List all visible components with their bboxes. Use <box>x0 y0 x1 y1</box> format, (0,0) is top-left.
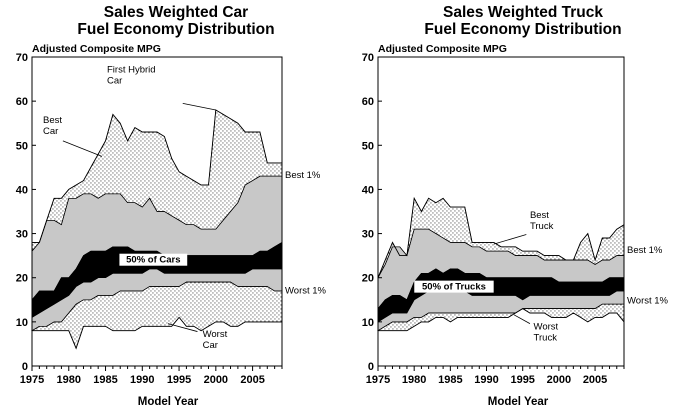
series-line-worst <box>32 316 282 350</box>
chart-panel-car: 0 10 20 30 40 50 60 70 1975 1980 1985 1990 1995 2000 2… <box>16 4 327 408</box>
y-tick-label: 50 <box>16 140 28 152</box>
x-tick-label: 2000 <box>547 374 571 386</box>
chart-panel-truck: 0 10 20 30 40 50 60 70 1975 1980 1985 1990 1995 2000 2… <box>362 4 669 408</box>
y-tick-label: 70 <box>362 52 374 64</box>
annotation-first-hybrid-car: Car <box>107 75 122 86</box>
chart-title-line-1: Sales Weighted Truck <box>443 4 603 21</box>
annotation-worst-truck: Truck <box>534 332 558 343</box>
y-axis-label: Adjusted Composite MPG <box>32 43 161 55</box>
annotation-worst-car-leader <box>167 323 198 332</box>
y-tick-label: 0 <box>368 361 374 373</box>
annotation-50-of-cars: 50% of Cars <box>126 255 180 266</box>
y-tick-label: 40 <box>16 184 28 196</box>
annotation-best-car: Best <box>43 115 62 126</box>
x-tick-label: 1980 <box>57 374 81 386</box>
annotation-first-hybrid-car: First Hybrid <box>107 64 156 75</box>
chart-title-line-2: Fuel Economy Distribution <box>424 21 621 38</box>
x-axis-label: Model Year <box>138 396 199 408</box>
x-tick-label: 1985 <box>93 374 117 386</box>
y-tick-label: 0 <box>22 361 28 373</box>
y-tick-label: 30 <box>362 229 374 241</box>
y-tick-label: 70 <box>16 52 28 64</box>
x-tick-label: 1980 <box>402 374 426 386</box>
annotation-first-hybrid-car-leader <box>182 102 216 111</box>
y-tick-label: 40 <box>362 184 374 196</box>
y-tick-label: 50 <box>362 140 374 152</box>
x-tick-label: 1985 <box>438 374 462 386</box>
annotation-best-1-: Best 1% <box>627 245 663 256</box>
series-line-50-of-trucks-upper <box>377 268 624 309</box>
x-tick-label: 1990 <box>474 374 498 386</box>
annotation-50-of-trucks-box <box>414 280 494 293</box>
series-line-50-of-cars-lower <box>31 268 282 318</box>
y-tick-label: 20 <box>16 273 28 285</box>
chart-title-line-2: Fuel Economy Distribution <box>77 21 274 38</box>
series-line-50-of-trucks-lower <box>377 290 624 323</box>
x-tick-label: 2000 <box>204 374 228 386</box>
y-tick-label: 30 <box>16 229 28 241</box>
series-line-best <box>32 109 282 243</box>
annotation-worst-truck-leader <box>513 314 531 324</box>
series-line-worst-1- <box>377 303 624 331</box>
x-tick-label: 1975 <box>20 374 44 386</box>
annotation-best-car: Car <box>43 126 58 137</box>
y-tick-label: 20 <box>362 273 374 285</box>
y-tick-label: 10 <box>16 317 28 329</box>
annotation-best-1-: Best 1% <box>285 170 321 181</box>
x-tick-label: 1995 <box>167 374 191 386</box>
annotation-worst-car: Car <box>203 340 218 351</box>
chart-title-line-1: Sales Weighted Car <box>104 4 248 21</box>
annotation-worst-truck: Worst <box>534 321 559 332</box>
annotation-best-car-leader <box>62 140 103 157</box>
x-axis-label: Model Year <box>488 396 549 408</box>
annotation-best-truck: Best <box>530 210 549 221</box>
series-line-best-1- <box>377 228 624 278</box>
annotation-50-of-trucks: 50% of Trucks <box>422 282 486 293</box>
y-axis-label: Adjusted Composite MPG <box>378 43 507 55</box>
x-tick-label: 2005 <box>583 374 607 386</box>
series-line-50-of-cars-upper <box>31 242 283 301</box>
annotation-best-truck-leader <box>493 234 527 245</box>
y-tick-label: 60 <box>16 96 28 108</box>
series-line-worst-1- <box>31 281 282 332</box>
annotation-best-truck: Truck <box>530 221 554 232</box>
y-tick-label: 10 <box>362 317 374 329</box>
x-tick-label: 1990 <box>130 374 154 386</box>
series-line-best <box>377 196 625 278</box>
annotation-worst-1-: Worst 1% <box>627 295 669 306</box>
y-tick-label: 60 <box>362 96 374 108</box>
annotation-worst-car: Worst <box>203 329 228 340</box>
x-tick-label: 1975 <box>366 374 390 386</box>
x-tick-label: 1995 <box>510 374 534 386</box>
x-tick-label: 2005 <box>240 374 264 386</box>
annotation-worst-1-: Worst 1% <box>285 286 327 297</box>
annotation-50-of-cars-box <box>119 253 188 266</box>
series-line-worst <box>378 308 625 332</box>
series-line-best-1- <box>31 175 282 252</box>
